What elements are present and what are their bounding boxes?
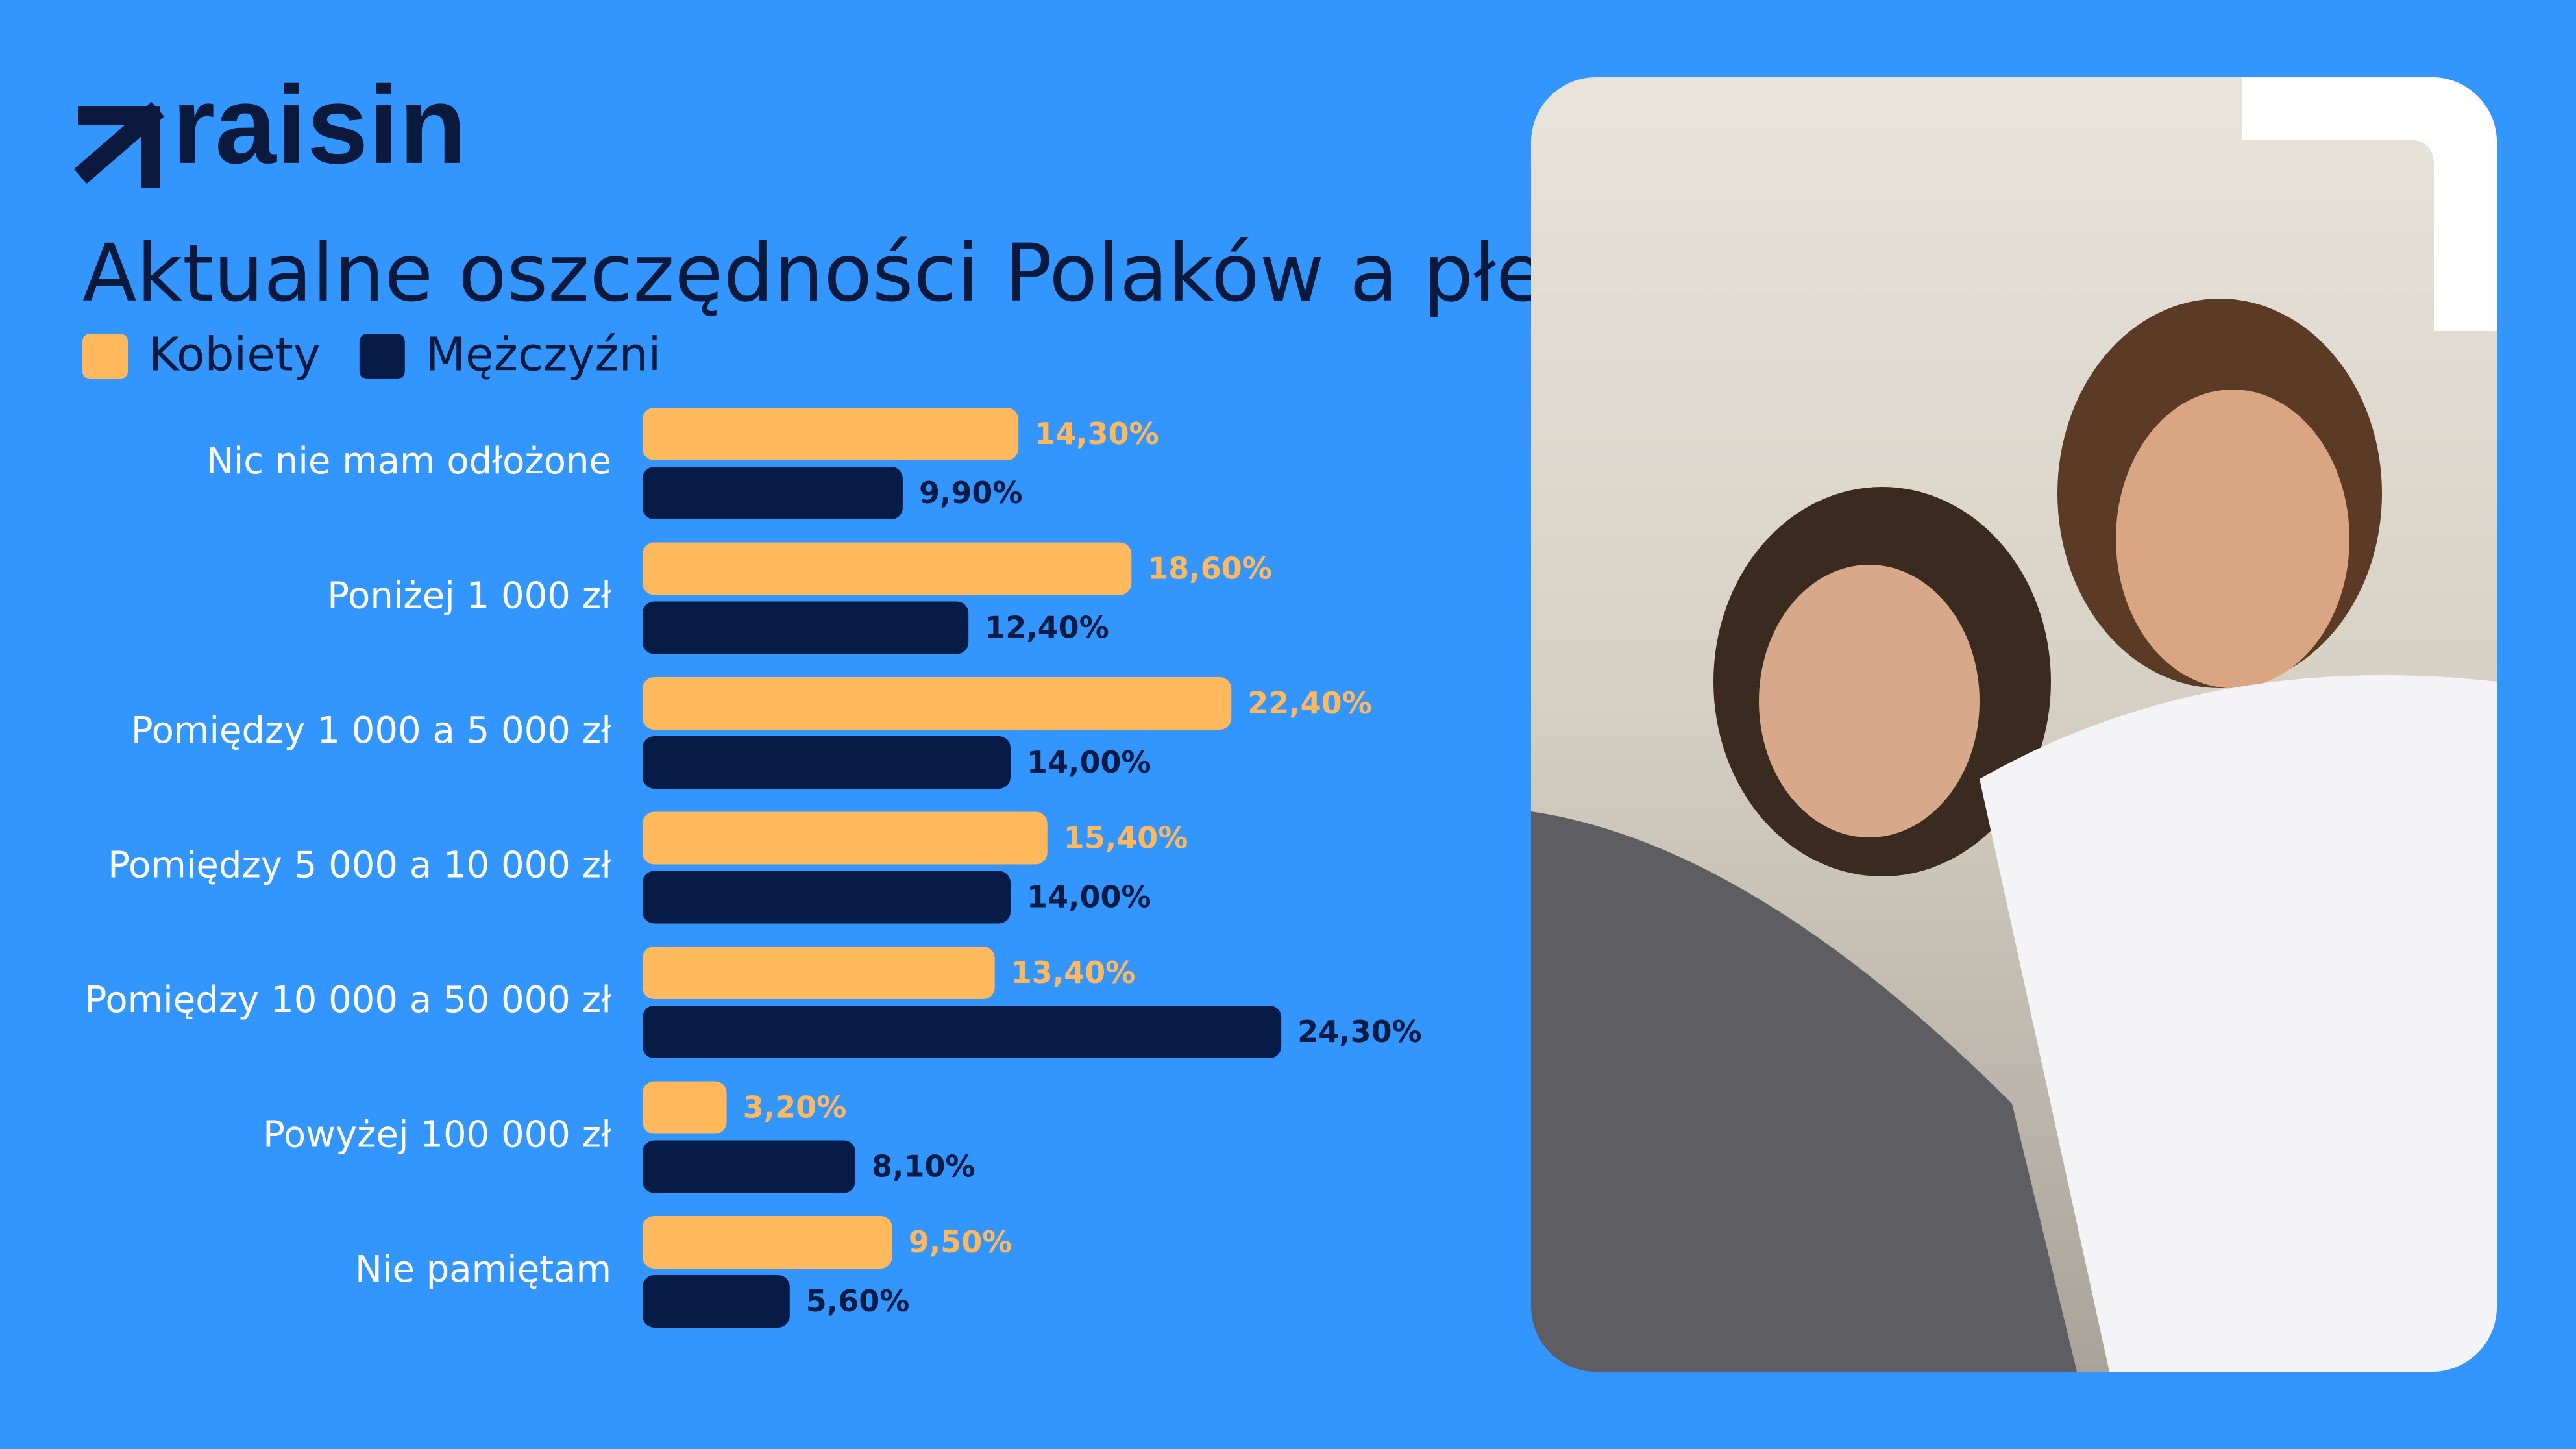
chart-title: Aktualne oszczędności Polaków a płeć [82,227,1588,319]
photo [1531,77,2497,1372]
value-label: 18,60% [1147,551,1272,586]
value-label: 14,30% [1035,416,1159,451]
bar [643,736,1011,789]
category-label: Pomiędzy 1 000 a 5 000 zł [131,710,611,752]
bar [643,1006,1282,1058]
legend: Kobiety Mężczyźni [82,328,661,382]
logo-text: raisin [172,64,467,187]
value-label: 9,90% [919,475,1023,510]
value-label: 5,60% [806,1283,910,1319]
category-label: Pomiędzy 5 000 a 10 000 zł [108,845,611,887]
bar [643,1275,790,1328]
bar [643,871,1011,924]
photo-corner [2242,77,2497,331]
bar [643,677,1232,730]
bar [643,601,969,654]
bar [643,811,1048,865]
photo-face [1759,565,1980,837]
value-label: 9,50% [909,1224,1012,1259]
logo-arrow [73,101,165,188]
value-label: 13,40% [1011,955,1136,990]
bar [643,1081,727,1134]
value-label: 15,40% [1064,821,1188,856]
logo: raisin [73,64,467,188]
bar [643,467,903,519]
category-label: Pomiędzy 10 000 a 50 000 zł [85,979,611,1021]
value-label: 14,00% [1027,745,1151,780]
photo-face [2116,390,2349,688]
value-label: 24,30% [1297,1014,1422,1049]
legend-swatch [82,334,128,379]
legend-label: Mężczyźni [426,328,661,382]
value-label: 3,20% [743,1090,847,1125]
photo-shirt [1980,675,2497,1372]
category-label: Nic nie mam odłożone [206,440,611,482]
category-label: Powyżej 100 000 zł [263,1114,611,1156]
plot: Nic nie mam odłożone 14,30% 9,90% Poniżej 1… [85,408,1422,1328]
photo-shirt [1531,811,2077,1372]
category-label: Poniżej 1 000 zł [327,575,611,617]
legend-label: Kobiety [149,328,321,382]
bar [643,1140,856,1193]
bar [643,947,995,999]
value-label: 8,10% [872,1149,975,1184]
value-label: 22,40% [1247,686,1372,721]
bar [643,408,1019,460]
bar [643,1216,892,1269]
value-label: 12,40% [985,610,1109,645]
value-label: 14,00% [1027,880,1151,915]
category-label: Nie pamiętam [355,1248,611,1291]
legend-swatch [359,334,405,379]
bar [643,542,1132,595]
